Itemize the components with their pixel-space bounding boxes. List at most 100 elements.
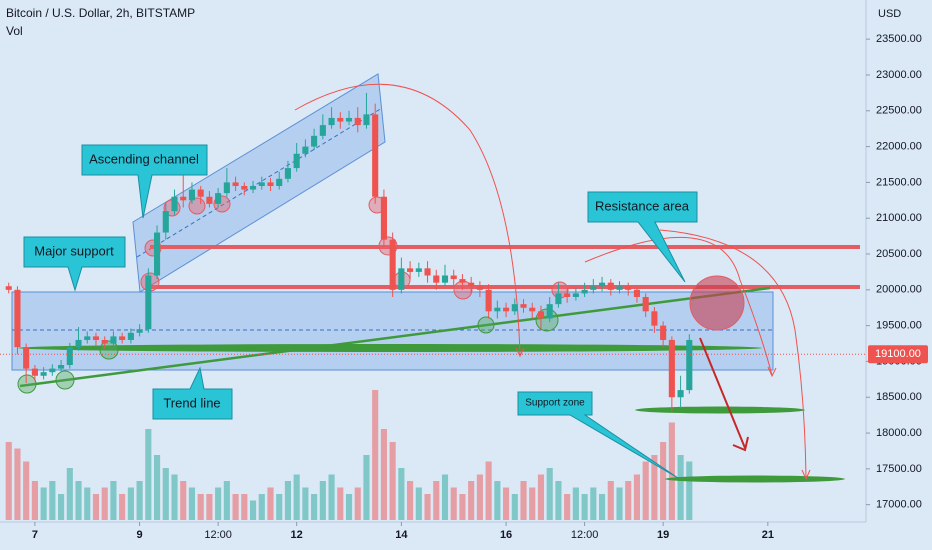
volume-bar	[223, 481, 230, 520]
x-tick-label: 7	[32, 529, 38, 541]
candle-body	[284, 168, 291, 179]
volume-bar	[529, 487, 536, 520]
volume-bar	[607, 481, 614, 520]
volume-bar	[564, 494, 571, 520]
support-line	[665, 475, 845, 483]
volume-bar	[40, 487, 47, 520]
volume-bar	[537, 474, 545, 520]
candles-layer	[5, 92, 693, 412]
volume-bar	[625, 481, 632, 520]
support-markers	[17, 308, 559, 394]
candle-body	[145, 275, 152, 330]
candle-body	[162, 211, 169, 233]
candle-body	[276, 178, 283, 186]
candle-body	[625, 286, 632, 290]
volume-bar	[145, 429, 152, 520]
candle-body	[398, 268, 405, 290]
candle-body	[424, 268, 431, 276]
candle-body	[345, 117, 353, 122]
candle-body	[564, 293, 571, 297]
y-tick-label: 21000.00	[876, 212, 922, 224]
volume-bar	[345, 494, 353, 520]
y-tick-label: 23500.00	[876, 33, 922, 45]
x-tick-label: 19	[657, 529, 669, 541]
candle-body	[232, 182, 239, 186]
volume-bar	[101, 487, 108, 520]
volume-bar	[23, 461, 30, 520]
candle-body	[668, 339, 675, 398]
candle-body	[197, 189, 204, 197]
y-tick-label: 17500.00	[876, 463, 922, 475]
volume-bar	[49, 481, 56, 520]
y-tick-label: 17000.00	[876, 499, 922, 511]
volume-bar	[424, 494, 431, 520]
volume-bar	[660, 442, 667, 520]
volume-bar	[555, 481, 562, 520]
volume-bar	[241, 494, 248, 520]
volume-label: Vol	[6, 24, 23, 38]
volume-bar	[197, 494, 204, 520]
chart-title: Bitcoin / U.S. Dollar, 2h, BITSTAMP	[6, 6, 195, 20]
volume-bar	[302, 487, 309, 520]
candle-body	[520, 304, 527, 308]
candle-body	[66, 347, 73, 366]
volume-bar	[677, 455, 684, 520]
candle-body	[49, 368, 56, 373]
candle-body	[686, 339, 693, 391]
volume-bar	[119, 494, 126, 520]
volume-bar	[494, 481, 501, 520]
x-tick-label: 12	[291, 529, 303, 541]
volume-bar	[249, 500, 257, 520]
volume-bar	[380, 429, 387, 520]
callouts: Ascending channel Major support Resistan…	[23, 144, 698, 479]
volume-bar	[511, 494, 518, 520]
candle-body	[537, 311, 545, 319]
volume-bar	[154, 455, 161, 520]
volume-bar	[485, 461, 492, 520]
candle-body	[319, 125, 326, 136]
volume-layer	[5, 390, 693, 520]
y-tick-label: 20500.00	[876, 248, 922, 260]
candle-body	[206, 196, 213, 204]
volume-bar	[441, 474, 449, 520]
candle-body	[5, 286, 12, 290]
y-tick-label: 22000.00	[876, 140, 922, 152]
volume-bar	[572, 487, 579, 520]
volume-bar	[188, 487, 196, 520]
candle-body	[485, 289, 492, 312]
candle-body	[267, 182, 274, 186]
candle-body	[572, 293, 579, 297]
candle-body	[607, 282, 614, 290]
x-tick-label: 12:00	[571, 529, 599, 541]
candle-body	[494, 307, 501, 312]
candle-body	[258, 182, 265, 186]
candle-body	[75, 339, 82, 348]
callout-box	[587, 191, 698, 283]
volume-bar	[136, 481, 143, 520]
volume-bar	[337, 487, 344, 520]
candle-body	[58, 365, 65, 369]
candle-body	[581, 289, 588, 294]
y-tick-label: 21500.00	[876, 176, 922, 188]
volume-bar	[58, 494, 65, 520]
volume-bar	[84, 487, 91, 520]
candle-body	[546, 304, 553, 319]
volume-bar	[5, 442, 12, 520]
x-tick-label: 14	[395, 529, 408, 541]
candle-body	[459, 279, 466, 283]
volume-bar	[546, 468, 553, 520]
y-tick-label: 19500.00	[876, 320, 922, 332]
volume-bar	[180, 481, 187, 520]
volume-bar	[520, 481, 527, 520]
candle-body	[223, 182, 230, 194]
volume-bar	[14, 448, 21, 520]
volume-bar	[215, 487, 222, 520]
volume-bar	[284, 481, 291, 520]
volume-bar	[354, 487, 361, 520]
candle-body	[616, 286, 623, 290]
volume-bar	[633, 474, 641, 520]
volume-bar	[407, 481, 414, 520]
y-tick-label: 20000.00	[876, 284, 922, 296]
volume-bar	[372, 390, 379, 520]
